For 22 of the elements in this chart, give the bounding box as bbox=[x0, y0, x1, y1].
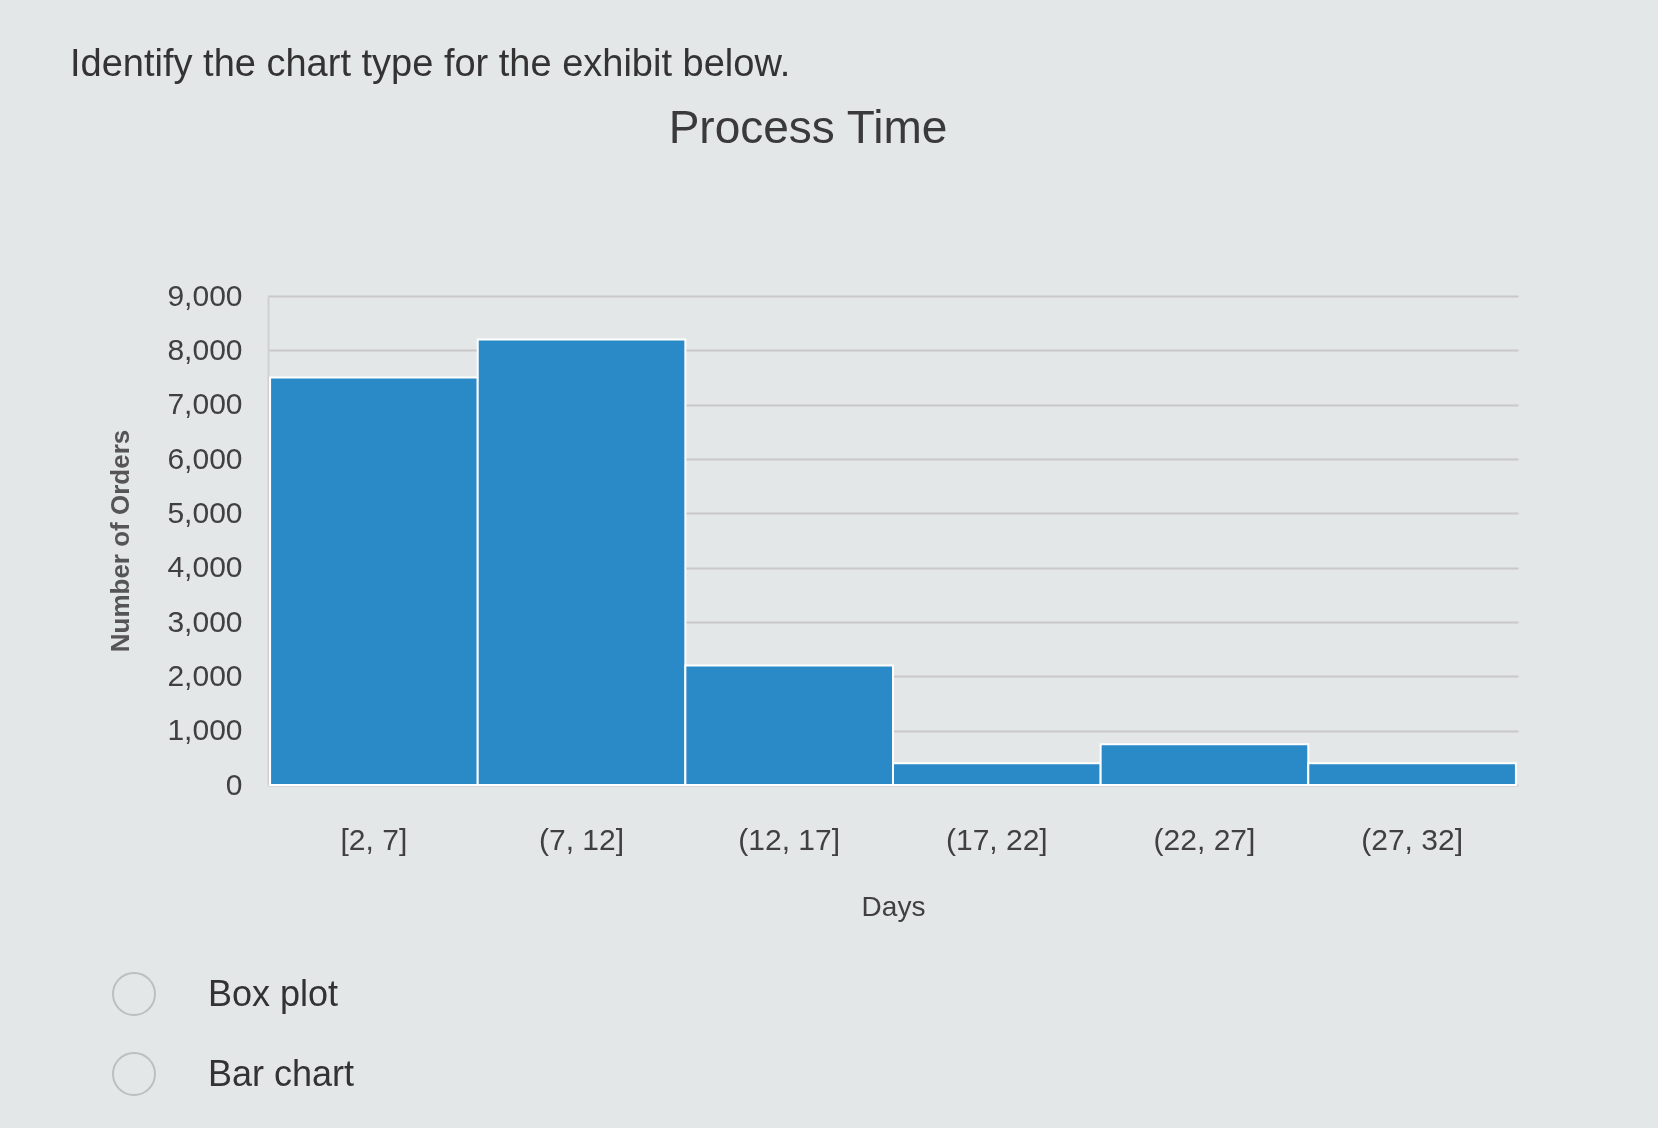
y-tick-label: 7,000 bbox=[167, 387, 243, 421]
x-tick-label: (22, 27] bbox=[1153, 822, 1256, 856]
x-tick-label: (27, 32] bbox=[1361, 822, 1463, 856]
x-tick-label: (12, 17] bbox=[738, 822, 841, 856]
y-tick-label: 8,000 bbox=[167, 332, 243, 366]
y-tick-label: 4,000 bbox=[167, 550, 243, 584]
y-tick-label: 9,000 bbox=[167, 278, 243, 312]
y-axis-title: Number of Orders bbox=[104, 429, 135, 653]
y-tick-label: 5,000 bbox=[167, 495, 243, 529]
y-tick-label: 1,000 bbox=[167, 713, 243, 747]
y-tick-label: 6,000 bbox=[167, 441, 243, 475]
chart-title: Process Time bbox=[668, 101, 948, 153]
x-tick-label: (17, 22] bbox=[945, 822, 1048, 856]
text: Box plot bbox=[208, 973, 339, 1015]
y-tick-label: 0 bbox=[225, 767, 243, 801]
x-tick-label: [2, 7] bbox=[340, 822, 408, 856]
y-tick-label: 2,000 bbox=[167, 658, 243, 692]
y-tick-label: 3,000 bbox=[167, 604, 243, 638]
x-axis-title: Days bbox=[861, 890, 926, 922]
text: Identify the chart type for the exhibit below. bbox=[70, 42, 791, 85]
x-tick-label: (7, 12] bbox=[539, 822, 625, 856]
text: Bar chart bbox=[208, 1053, 355, 1095]
